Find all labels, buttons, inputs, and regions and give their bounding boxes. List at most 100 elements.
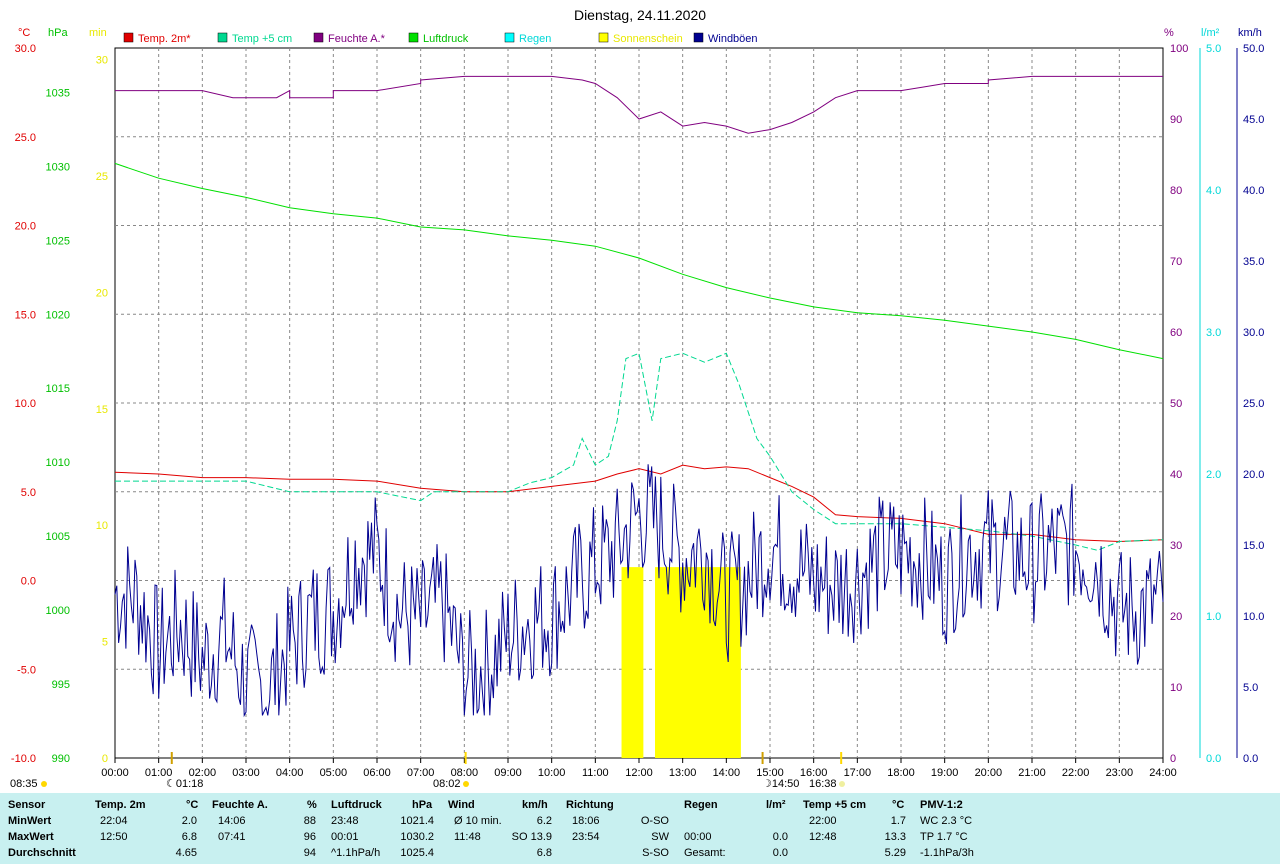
cell-temp: 6.8 xyxy=(181,831,197,843)
tick-pressure: 1020 xyxy=(46,309,70,321)
header-press-unit: hPa xyxy=(412,799,433,811)
header-temp: Temp. 2m xyxy=(95,799,146,811)
cell-wind: 6.8 xyxy=(536,847,552,859)
weather-chart: °C hPa min% l/m² km/h 30.0 25.0 20.0 15.0 10.0 5.0… xyxy=(10,7,1265,790)
cell-pmv: TP 1.7 °C xyxy=(920,831,968,843)
cell-rain: 0.0 xyxy=(772,847,788,859)
cell-dir: SW xyxy=(651,831,669,843)
series-line-windb-en xyxy=(114,464,1164,718)
tick-pressure: 995 xyxy=(52,679,70,691)
header-temp-unit: °C xyxy=(186,799,199,811)
tick-humidity: 70 xyxy=(1170,256,1182,268)
statistics-table: Sensor Temp. 2m °C Feuchte A. % Luftdruc… xyxy=(0,793,1280,864)
sun-icon xyxy=(463,781,469,787)
marker-sunset-label: 16:38 xyxy=(809,778,837,790)
cell-temp-time: 12:50 xyxy=(100,831,128,843)
cell-dir-time: 18:06 xyxy=(572,815,600,827)
tick-time: 17:00 xyxy=(844,767,872,779)
cell-hum-time: 07:41 xyxy=(218,831,246,843)
header-t5-unit: °C xyxy=(892,799,905,811)
legend-swatch xyxy=(693,32,704,43)
cell-wind-label: 11:48 xyxy=(454,831,481,843)
tick-time: 02:00 xyxy=(189,767,217,779)
cell-t5-time: 12:48 xyxy=(809,831,837,843)
row-label-avg: Durchschnitt xyxy=(8,847,76,859)
tick-temp: 30.0 xyxy=(15,43,36,55)
cell-wind: 6.2 xyxy=(536,815,552,827)
series-line-temp-5-cm xyxy=(115,352,1164,551)
tick-sun: 30 xyxy=(96,55,108,67)
legend-swatch xyxy=(217,32,228,43)
tick-wind: 30.0 xyxy=(1243,327,1264,339)
tick-time: 00:00 xyxy=(101,767,129,779)
tick-time: 04:00 xyxy=(276,767,304,779)
tick-rain: 5.0 xyxy=(1206,43,1221,55)
tick-sun: 0 xyxy=(102,753,108,765)
tick-time: 23:00 xyxy=(1106,767,1134,779)
tick-time: 08:00 xyxy=(451,767,479,779)
cell-t5: 5.29 xyxy=(884,847,906,859)
cell-t5: 13.3 xyxy=(884,831,906,843)
legend-swatch xyxy=(504,32,515,43)
tick-rain: 3.0 xyxy=(1206,327,1221,339)
tick-time: 18:00 xyxy=(887,767,915,779)
tick-humidity: 80 xyxy=(1170,185,1182,197)
cell-wind-label: Ø 10 min. xyxy=(454,815,502,827)
unit-temp: °C xyxy=(18,27,30,39)
tick-humidity: 60 xyxy=(1170,327,1182,339)
cell-hum: 96 xyxy=(303,831,316,843)
tick-rain: 4.0 xyxy=(1206,185,1221,197)
cell-dir: O-SO xyxy=(640,815,669,827)
tick-pressure: 1030 xyxy=(46,161,70,173)
unit-rain: l/m² xyxy=(1201,27,1220,39)
header-t5: Temp +5 cm xyxy=(803,799,867,811)
legend: Temp. 2m* Temp +5 cm Feuchte A.* Luftdruck R… xyxy=(123,32,758,45)
tick-humidity: 20 xyxy=(1170,611,1182,623)
header-wind: Wind xyxy=(448,799,475,811)
tick-time: 12:00 xyxy=(625,767,653,779)
cell-press-time: ^1.1hPa/h xyxy=(331,847,381,859)
cell-temp-time: 22:04 xyxy=(100,815,128,827)
tick-time: 11:00 xyxy=(582,767,609,779)
tick-temp: 20.0 xyxy=(15,221,36,233)
legend-label: Luftdruck xyxy=(423,33,469,45)
cell-t5: 1.7 xyxy=(890,815,906,827)
marker-moonrise-label: ☽14:50 xyxy=(762,778,799,790)
tick-wind: 5.0 xyxy=(1243,682,1258,694)
chart-title: Dienstag, 24.11.2020 xyxy=(574,7,706,23)
cell-pmv: WC 2.3 °C xyxy=(920,815,973,827)
tick-rain: 2.0 xyxy=(1206,469,1221,481)
row-label-max: MaxWert xyxy=(8,831,54,843)
tick-sun: 5 xyxy=(102,637,108,649)
tick-time: 14:00 xyxy=(713,767,741,779)
cell-rain-time: Gesamt: xyxy=(684,847,726,859)
header-dir: Richtung xyxy=(566,799,614,811)
legend-label: Sonnenschein xyxy=(613,33,683,45)
tick-pressure: 1025 xyxy=(46,235,70,247)
axis-labels: °C hPa min% l/m² km/h 30.0 25.0 20.0 15.0 10.0 5.0… xyxy=(11,27,1265,779)
cell-press: 1030.2 xyxy=(400,831,434,843)
tick-time: 22:00 xyxy=(1062,767,1090,779)
tick-time: 09:00 xyxy=(494,767,522,779)
tick-rain: 1.0 xyxy=(1206,611,1221,623)
header-hum: Feuchte A. xyxy=(212,799,268,811)
series-layer xyxy=(114,75,1164,758)
unit-pressure: hPa xyxy=(48,27,68,39)
tick-humidity: 10 xyxy=(1170,682,1182,694)
tick-humidity: 90 xyxy=(1170,114,1182,126)
cell-dir-time: 23:54 xyxy=(572,831,600,843)
tick-time: 20:00 xyxy=(975,767,1003,779)
tick-time: 01:00 xyxy=(145,767,173,779)
cell-press: 1025.4 xyxy=(400,847,434,859)
legend-label: Feuchte A.* xyxy=(328,33,386,45)
tick-wind: 45.0 xyxy=(1243,114,1264,126)
legend-label: Windböen xyxy=(708,33,758,45)
tick-temp: 10.0 xyxy=(15,398,36,410)
legend-label: Temp +5 cm xyxy=(232,33,292,45)
header-wind-unit: km/h xyxy=(522,799,548,811)
tick-pressure: 1015 xyxy=(46,383,70,395)
sunshine-bar xyxy=(621,567,644,758)
tick-temp: -10.0 xyxy=(11,753,36,765)
tick-humidity: 50 xyxy=(1170,398,1182,410)
tick-humidity: 100 xyxy=(1170,43,1188,55)
